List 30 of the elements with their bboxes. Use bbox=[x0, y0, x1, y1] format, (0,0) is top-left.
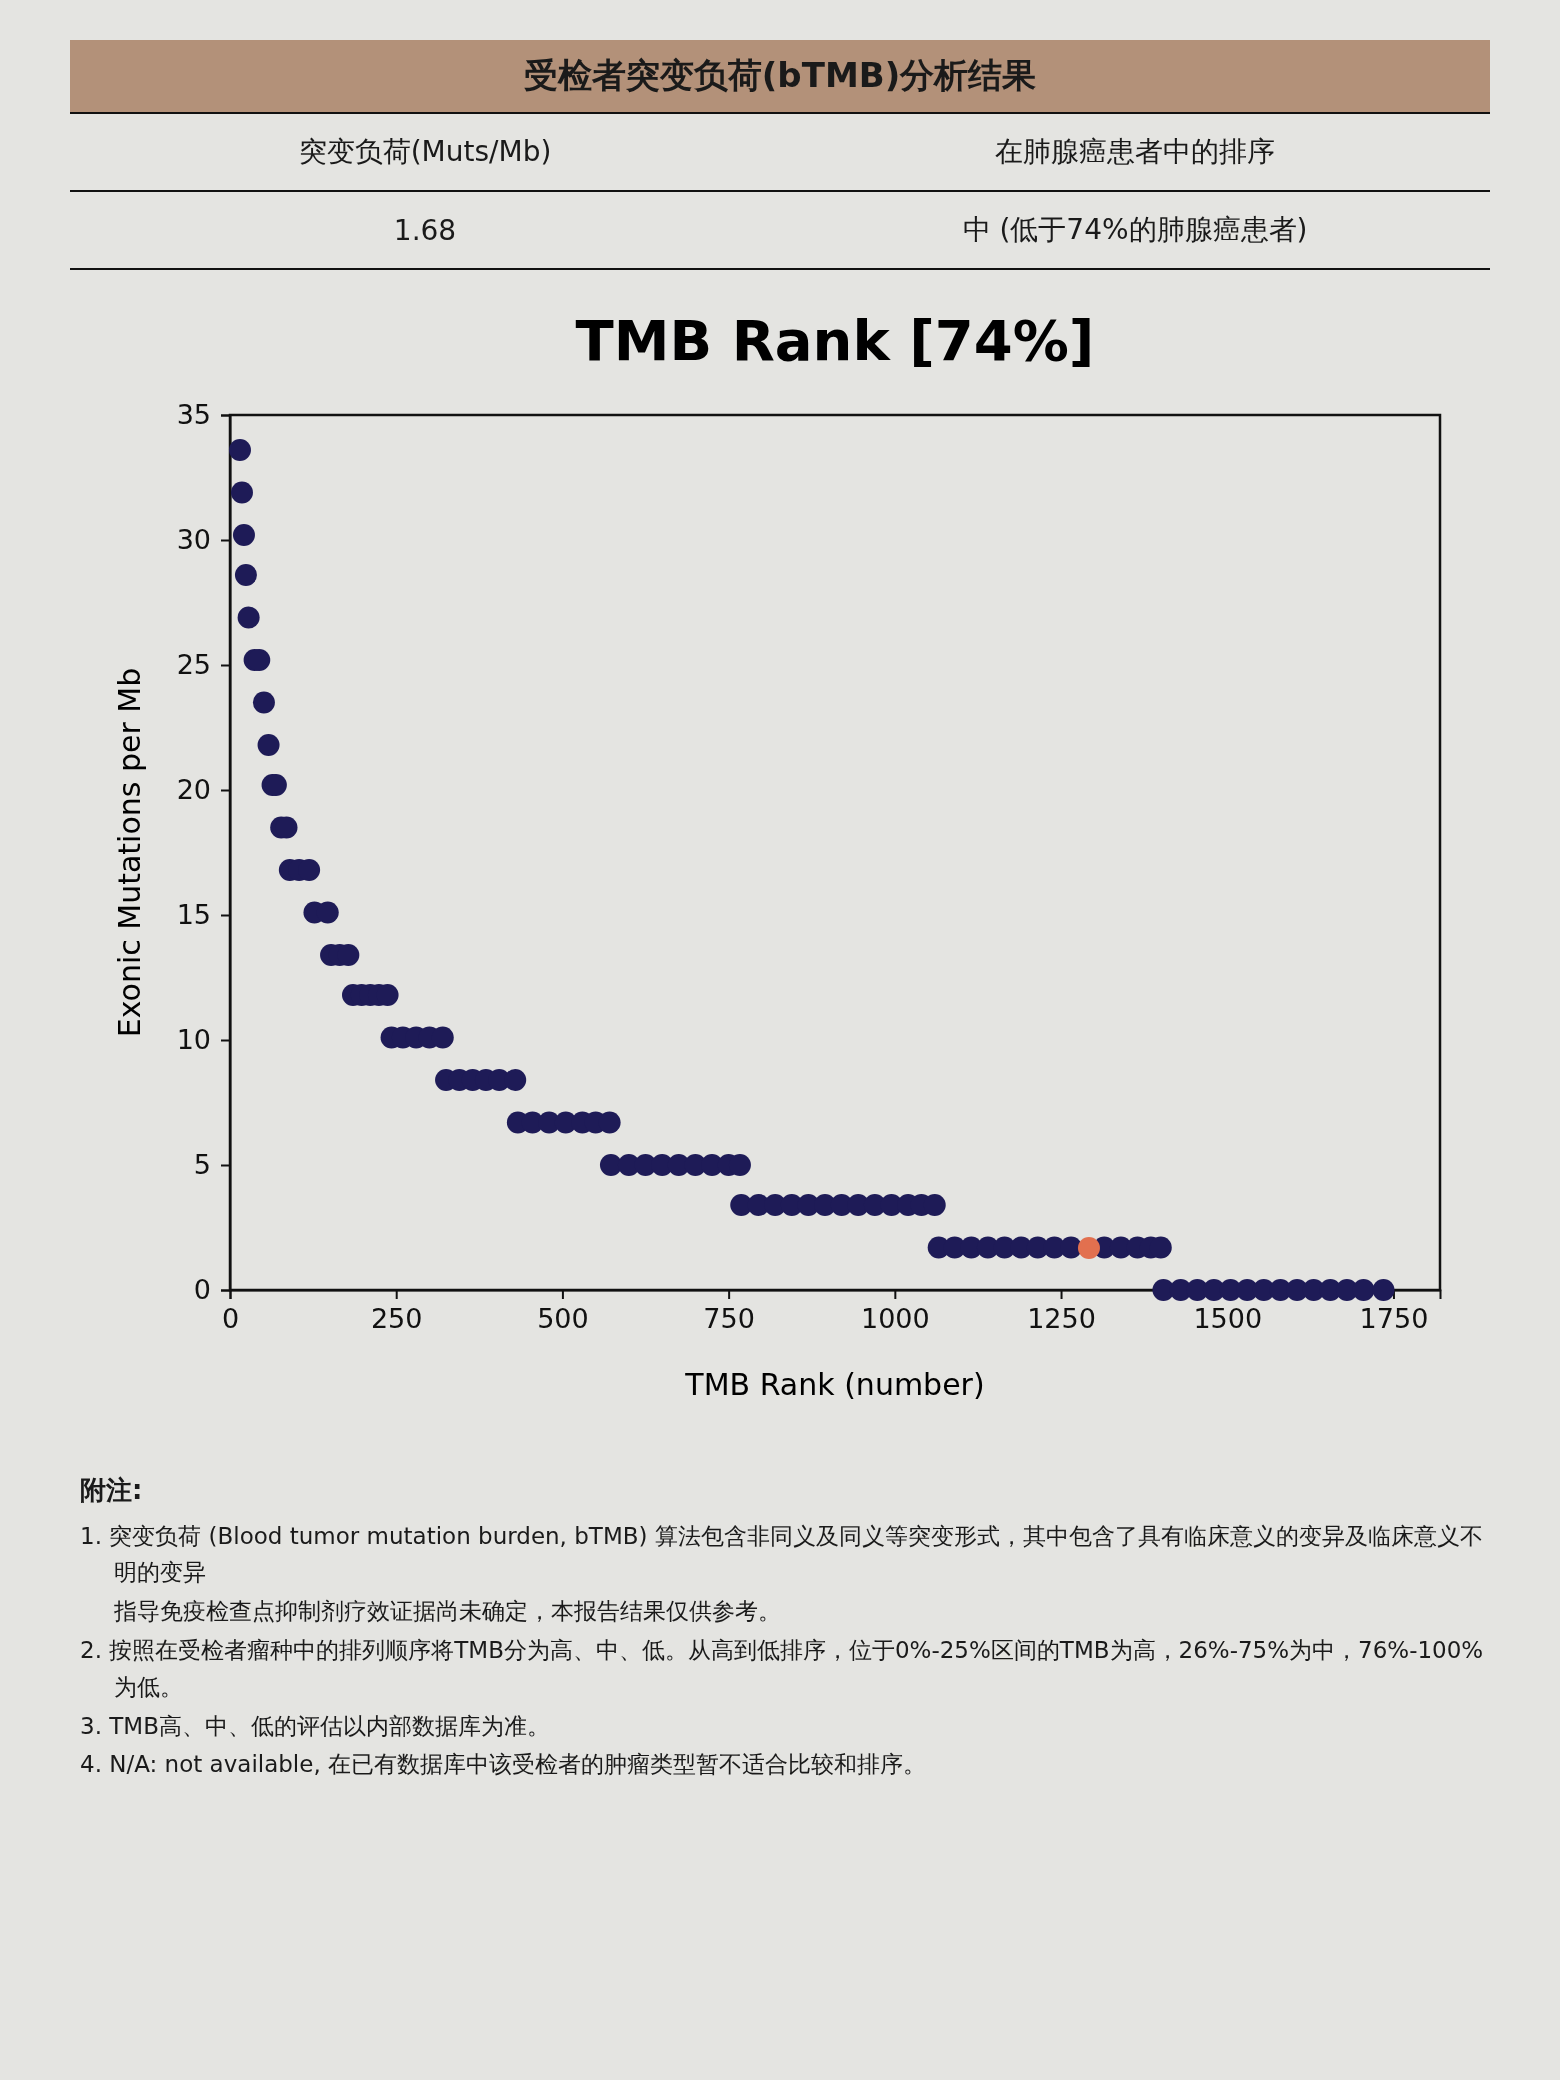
text: 附注: bbox=[80, 1474, 144, 1507]
y-tick-label: 0 bbox=[193, 1274, 211, 1306]
x-tick-label: 1500 bbox=[1193, 1303, 1263, 1335]
y-tick-label: 35 bbox=[176, 399, 211, 431]
x-tick-label: 0 bbox=[221, 1303, 240, 1335]
text: 2. 按照在受检者瘤种中的排列顺序将TMB分为高、中、低。从高到低排序，位于0%-25%区间的TMB为高，26%-75%为中，76%-100%为低。 bbox=[80, 1636, 1485, 1702]
y-tick-label: 15 bbox=[176, 899, 211, 931]
header-banner: 受检者突变负荷(bTMB)分析结果 bbox=[70, 40, 1490, 112]
text: 3. TMB高、中、低的评估以内部数据库为准。 bbox=[80, 1711, 551, 1741]
x-tick-label: 1250 bbox=[1027, 1303, 1096, 1335]
text: 中 (低于74%的肺腺癌患者) bbox=[962, 212, 1308, 248]
y-axis-title: Exonic Mutations per Mb bbox=[112, 667, 147, 1038]
y-tick-label: 5 bbox=[193, 1149, 211, 1181]
text: 突变负荷(Muts/Mb) bbox=[298, 134, 552, 170]
text: 在肺腺癌患者中的排序 bbox=[995, 134, 1275, 170]
text: 4. N/A: not available, 在已有数据库中该受检者的肿瘤类型暂不适合比较和排序。 bbox=[80, 1750, 927, 1780]
y-tick-label: 10 bbox=[176, 1024, 211, 1056]
x-tick-label: 750 bbox=[703, 1303, 755, 1335]
x-tick-label: 250 bbox=[370, 1303, 423, 1335]
chart-title: TMB Rank [74%] bbox=[575, 308, 1095, 373]
y-tick-label: 30 bbox=[176, 524, 211, 556]
y-tick-label: 20 bbox=[176, 774, 211, 806]
text: 1. 突变负荷 (Blood tumor mutation burden, bTMB) 算法包含非同义及同义等突变形式，其中包含了具有临床意义的变异及临床意义不明的变异 bbox=[80, 1521, 1484, 1588]
x-axis-title: TMB Rank (number) bbox=[684, 1367, 985, 1402]
x-tick-label: 500 bbox=[537, 1303, 589, 1335]
text: 指导免疫检查点抑制剂疗效证据尚未确定，本报告结果仅供参考。 bbox=[113, 1597, 782, 1627]
x-tick-label: 1750 bbox=[1359, 1303, 1429, 1335]
y-tick-label: 25 bbox=[176, 649, 211, 681]
x-tick-label: 1000 bbox=[860, 1303, 930, 1335]
text: 1.68 bbox=[393, 213, 457, 247]
